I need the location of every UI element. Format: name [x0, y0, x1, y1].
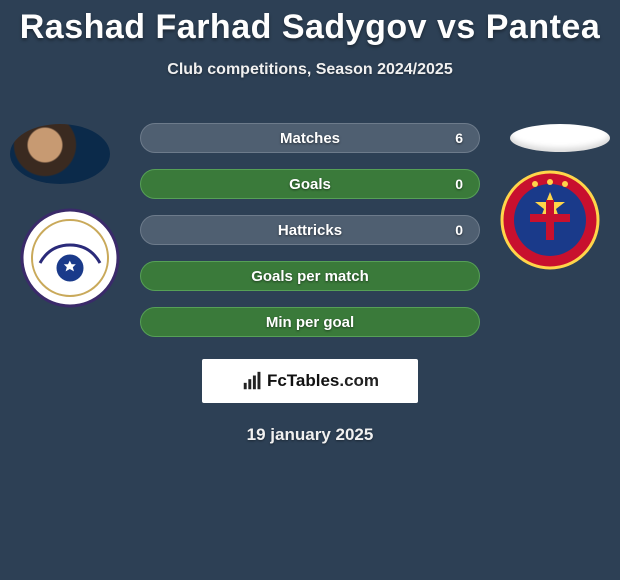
stat-value-right: 0 — [455, 222, 463, 238]
stat-bar-hattricks: Hattricks 0 — [140, 215, 480, 245]
stat-bar-matches: Matches 6 — [140, 123, 480, 153]
stat-label: Goals per match — [251, 268, 369, 285]
club-left-badge — [20, 208, 120, 308]
chart-icon — [241, 370, 263, 392]
subtitle: Club competitions, Season 2024/2025 — [0, 61, 620, 79]
player-left-avatar — [10, 124, 110, 184]
stat-label: Hattricks — [278, 222, 342, 239]
brand-name: FcTables.com — [267, 371, 379, 391]
stat-bar-min-per-goal: Min per goal — [140, 307, 480, 337]
player-right-avatar — [510, 124, 610, 152]
stats-list: Matches 6 Goals 0 Hattricks 0 Goals per match M… — [140, 123, 480, 337]
stat-bar-goals-per-match: Goals per match — [140, 261, 480, 291]
stat-label: Min per goal — [266, 314, 354, 331]
date-label: 19 january 2025 — [0, 425, 620, 445]
stat-label: Matches — [280, 130, 340, 147]
club-right-badge — [500, 170, 600, 270]
brand-logo[interactable]: FcTables.com — [202, 359, 418, 403]
stat-bar-goals: Goals 0 — [140, 169, 480, 199]
stat-value-right: 0 — [455, 176, 463, 192]
stat-value-right: 6 — [455, 130, 463, 146]
stat-label: Goals — [289, 176, 331, 193]
page-title: Rashad Farhad Sadygov vs Pantea — [0, 0, 620, 47]
